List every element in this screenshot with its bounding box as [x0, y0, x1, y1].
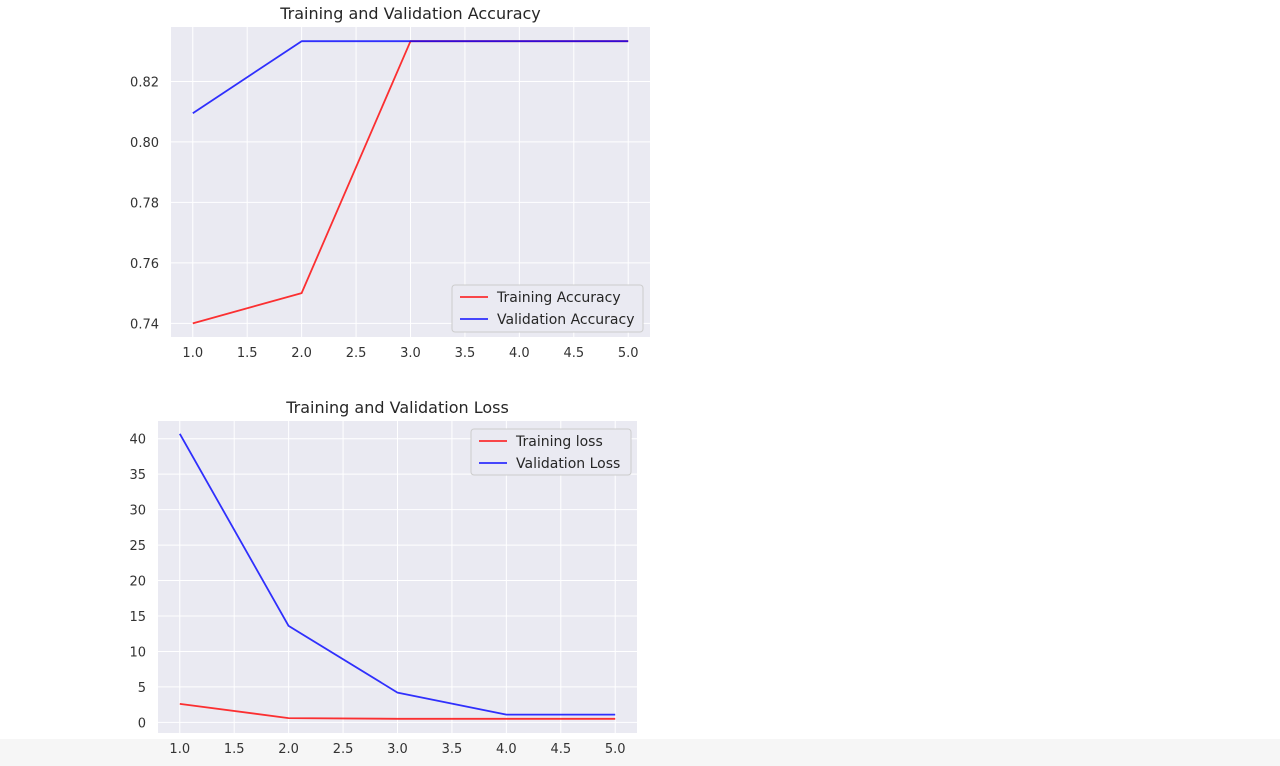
- y-tick-label: 0.74: [130, 317, 159, 332]
- legend-label-2: Validation Loss: [516, 456, 620, 472]
- series-line-1: [179, 703, 616, 720]
- x-tick-label: 4.5: [563, 346, 584, 361]
- x-tick-label: 5.0: [605, 742, 626, 757]
- y-tick-label: 0.82: [130, 75, 159, 90]
- y-tick-label: 30: [129, 504, 146, 519]
- legend: Training loss Validation Loss: [470, 428, 632, 476]
- y-tick-label: 0.80: [130, 136, 159, 151]
- x-tick-label: 2.0: [278, 742, 299, 757]
- chart-title: Training and Validation Loss: [285, 398, 509, 417]
- chart-2: 1.0 1.5 2.0 2.5 3.0 3.5 4.0 4.5 5.0 0 5 10 15 20 25 30 3…: [129, 398, 637, 757]
- y-tick-label: 35: [129, 468, 146, 483]
- legend-label-2: Validation Accuracy: [497, 312, 635, 328]
- x-tick-label: 4.5: [550, 742, 571, 757]
- x-tick-label: 1.5: [237, 346, 258, 361]
- y-tick-label: 0.76: [130, 257, 159, 272]
- chart-title: Training and Validation Accuracy: [279, 4, 541, 23]
- bottom-strip: [0, 739, 1280, 766]
- legend-label-1: Training Accuracy: [496, 290, 621, 306]
- x-tick-label: 3.5: [455, 346, 476, 361]
- y-tick-label: 10: [129, 645, 146, 660]
- x-tick-label: 1.0: [182, 346, 203, 361]
- series-line-2: [192, 40, 629, 114]
- y-tick-label: 0.78: [130, 196, 159, 211]
- x-tick-label: 4.0: [509, 346, 530, 361]
- y-tick-label: 15: [129, 610, 146, 625]
- legend: Training Accuracy Validation Accuracy: [451, 284, 644, 333]
- x-tick-label: 3.0: [400, 346, 421, 361]
- x-tick-label: 4.0: [496, 742, 517, 757]
- x-tick-label: 3.0: [387, 742, 408, 757]
- x-tick-label: 1.0: [169, 742, 190, 757]
- chart-1: 1.0 1.5 2.0 2.5 3.0 3.5 4.0 4.5 5.0 0.74 0.76 0.78 0…: [130, 4, 650, 361]
- series-line-2: [179, 433, 616, 716]
- x-tick-label: 2.5: [346, 346, 367, 361]
- y-tick-label: 5: [138, 681, 146, 696]
- y-tick-label: 0: [138, 716, 146, 731]
- y-tick-label: 25: [129, 539, 146, 554]
- y-tick-label: 20: [129, 575, 146, 590]
- legend-box: [470, 428, 632, 476]
- x-tick-label: 2.5: [333, 742, 354, 757]
- x-tick-label: 1.5: [224, 742, 245, 757]
- y-tick-label: 40: [129, 433, 146, 448]
- legend-label-1: Training loss: [515, 434, 603, 450]
- x-tick-label: 5.0: [618, 346, 639, 361]
- x-tick-label: 3.5: [442, 742, 463, 757]
- x-tick-label: 2.0: [291, 346, 312, 361]
- legend-box: [451, 284, 644, 333]
